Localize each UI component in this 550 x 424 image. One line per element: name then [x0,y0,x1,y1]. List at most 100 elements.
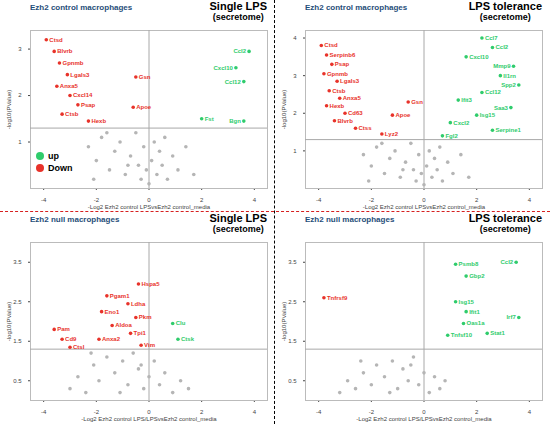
svg-text:2: 2 [293,110,297,116]
svg-text:Ctsd: Ctsd [49,37,63,43]
svg-text:Anxa2: Anxa2 [102,336,121,342]
svg-text:Ctsl: Ctsl [73,344,85,350]
svg-text:Blvrb: Blvrb [337,118,353,124]
svg-text:Anxa5: Anxa5 [60,83,79,89]
svg-text:Ctss: Ctss [359,125,373,131]
svg-text:Cxcl10: Cxcl10 [469,54,489,60]
svg-text:Ctsk: Ctsk [181,336,195,342]
svg-text:4: 4 [253,197,257,203]
svg-text:-2: -2 [94,409,100,415]
svg-text:Ccl2: Ccl2 [495,44,508,50]
svg-text:-log10(PValue): -log10(PValue) [281,90,287,130]
svg-text:Pgam1: Pgam1 [110,293,130,299]
svg-text:2.5: 2.5 [288,299,297,305]
svg-text:Isg15: Isg15 [459,299,475,305]
svg-text:4: 4 [528,409,532,415]
svg-text:Cxcl2: Cxcl2 [453,120,470,126]
svg-text:2: 2 [200,409,204,415]
svg-text:0.5: 0.5 [288,378,297,384]
svg-text:1.5: 1.5 [13,338,22,344]
svg-text:3: 3 [293,73,297,79]
svg-text:-2: -2 [369,197,375,203]
svg-text:Cxcl10: Cxcl10 [214,65,234,71]
svg-text:Gsn: Gsn [411,99,423,105]
svg-text:-Log2 Ezh2 control LPS/LPSvsEz: -Log2 Ezh2 control LPS/LPSvsEzh2 control… [356,416,492,422]
svg-text:Eno1: Eno1 [105,309,120,315]
svg-text:Serpinb6: Serpinb6 [330,52,356,58]
svg-text:-log10(PValue): -log10(PValue) [6,90,12,130]
svg-text:Hspa5: Hspa5 [141,281,160,287]
svg-text:-4: -4 [41,409,47,415]
svg-text:Lyz2: Lyz2 [385,131,399,137]
svg-text:-2: -2 [369,409,375,415]
svg-text:Vim: Vim [144,342,155,348]
svg-text:Isg15: Isg15 [480,112,496,118]
svg-text:Apoe: Apoe [395,112,411,118]
svg-text:-4: -4 [41,197,47,203]
svg-text:Cd9: Cd9 [65,336,77,342]
svg-text:Anxa5: Anxa5 [343,95,362,101]
svg-text:-Log2 Ezh2 control LPSvsEzh2 c: -Log2 Ezh2 control LPSvsEzh2 control_med… [363,204,486,210]
svg-text:2: 2 [200,197,204,203]
svg-text:-Log2 Ezh2 control LPS/LPSvsEz: -Log2 Ezh2 control LPS/LPSvsEzh2 control… [81,416,217,422]
svg-text:Tpi1: Tpi1 [134,330,147,336]
svg-text:Lgals3: Lgals3 [340,78,360,84]
svg-text:Gpnmb: Gpnmb [62,60,83,66]
svg-text:Ifit3: Ifit3 [461,97,472,103]
svg-text:0: 0 [147,197,151,203]
svg-text:Fst: Fst [205,116,214,122]
svg-text:4: 4 [528,197,532,203]
svg-text:4: 4 [293,35,297,41]
svg-text:Spp2: Spp2 [501,82,516,88]
svg-text:1: 1 [18,139,22,145]
svg-text:Apoe: Apoe [136,104,152,110]
svg-text:Stat1: Stat1 [490,330,505,336]
svg-text:4: 4 [253,409,257,415]
svg-text:Aldoa: Aldoa [115,322,132,328]
svg-text:-2: -2 [94,197,100,203]
svg-text:Clu: Clu [176,320,186,326]
svg-text:Ccl12: Ccl12 [225,79,242,85]
svg-text:Gbp2: Gbp2 [469,273,485,279]
svg-text:Irf7: Irf7 [506,314,516,320]
svg-text:0: 0 [422,409,426,415]
svg-text:Ccl2: Ccl2 [500,259,513,265]
svg-text:-Log2 Ezh2 control LPSvsEzh2 c: -Log2 Ezh2 control LPSvsEzh2 control_med… [88,204,211,210]
svg-text:Ctsb: Ctsb [65,111,79,117]
svg-text:Tnfrsf9: Tnfrsf9 [327,295,348,301]
svg-text:Ccl7: Ccl7 [485,35,498,41]
svg-text:-log10(PValue): -log10(PValue) [6,302,12,342]
svg-text:Gpnmb: Gpnmb [327,71,348,77]
svg-text:Hexb: Hexb [91,118,106,124]
svg-text:2.5: 2.5 [13,299,22,305]
svg-text:Blvrb: Blvrb [57,48,73,54]
svg-text:Saa3: Saa3 [494,105,509,111]
svg-text:1: 1 [293,148,297,154]
svg-text:Pam: Pam [57,326,70,332]
svg-text:-log10(PValue): -log10(PValue) [281,302,287,342]
svg-text:Ctsd: Ctsd [324,42,338,48]
svg-text:Gsn: Gsn [139,74,151,80]
svg-text:0: 0 [147,409,151,415]
svg-text:3.5: 3.5 [288,259,297,265]
svg-text:Pkm: Pkm [139,314,152,320]
svg-text:-4: -4 [316,409,322,415]
svg-text:Hexb: Hexb [330,103,345,109]
svg-text:Ctsb: Ctsb [332,88,346,94]
svg-text:Cxcl14: Cxcl14 [73,92,93,98]
svg-text:Serpine1: Serpine1 [495,127,521,133]
svg-text:Ccl2: Ccl2 [233,48,246,54]
svg-text:Tnfsf10: Tnfsf10 [451,332,473,338]
svg-text:Ifit1: Ifit1 [469,309,480,315]
svg-text:Psmb8: Psmb8 [459,261,479,267]
svg-text:2: 2 [475,197,479,203]
svg-text:3.5: 3.5 [13,259,22,265]
svg-text:3: 3 [18,46,22,52]
svg-text:-4: -4 [316,197,322,203]
svg-text:0: 0 [422,197,426,203]
svg-text:0.5: 0.5 [13,378,22,384]
svg-text:Ldha: Ldha [131,301,146,307]
svg-text:Cd63: Cd63 [348,110,363,116]
svg-text:Bgn: Bgn [229,118,241,124]
svg-text:Mmp9: Mmp9 [493,63,511,69]
